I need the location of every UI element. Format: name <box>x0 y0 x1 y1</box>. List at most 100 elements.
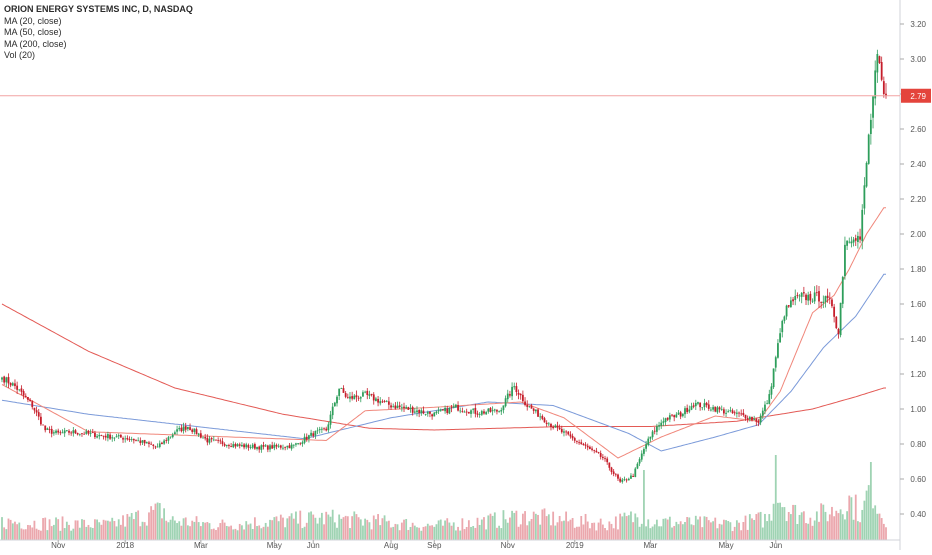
volume-bar <box>182 518 185 540</box>
volume-bar <box>608 521 611 540</box>
volume-bar <box>148 512 150 540</box>
volume-bar <box>614 516 617 540</box>
volume-bar <box>556 522 559 540</box>
chart-legend: ORION ENERGY SYSTEMS INC, D, NASDAQ MA (… <box>4 4 193 62</box>
volume-bar <box>353 511 356 540</box>
candle-body <box>390 405 392 408</box>
volume-bar <box>52 524 55 540</box>
candle-body <box>327 424 330 431</box>
candle-body <box>718 407 721 410</box>
candle-body <box>340 388 343 389</box>
volume-bar <box>27 524 29 540</box>
volume-bar <box>651 526 654 540</box>
volume-bar <box>751 518 753 540</box>
candle-body <box>152 444 155 446</box>
candle-body <box>660 422 663 426</box>
volume-bar <box>815 511 818 540</box>
candle-body <box>241 444 243 447</box>
candle-body <box>694 402 697 407</box>
candle-body <box>50 428 53 434</box>
x-tick-label: May <box>267 541 282 550</box>
volume-bar <box>3 527 6 540</box>
volume-bar <box>766 521 769 540</box>
candle-body <box>1 377 3 380</box>
volume-bar <box>543 508 546 540</box>
candle-body <box>740 413 743 415</box>
candle-body <box>204 437 207 439</box>
candle-body <box>277 445 280 447</box>
volume-bar <box>286 518 289 540</box>
volume-bar <box>699 516 702 540</box>
chart-title: ORION ENERGY SYSTEMS INC, D, NASDAQ <box>4 4 193 14</box>
candle-body <box>744 414 747 419</box>
volume-bar <box>476 517 479 540</box>
volume-bar <box>599 518 602 540</box>
volume-bar <box>107 520 109 540</box>
candle-body <box>675 414 678 418</box>
volume-bar <box>565 511 568 540</box>
candle-body <box>98 434 101 437</box>
last-price-label: 2.79 <box>910 92 926 101</box>
volume-bar <box>275 516 278 540</box>
candle-body <box>303 436 306 443</box>
candle-body <box>228 445 230 447</box>
candle-body <box>158 443 161 447</box>
volume-bar <box>707 520 710 540</box>
volume-bar <box>132 519 135 540</box>
volume-bar <box>20 528 23 540</box>
candle-body <box>524 401 526 405</box>
volume-bar <box>686 517 689 540</box>
candle-body <box>85 431 88 434</box>
candle-body <box>824 296 827 302</box>
volume-bar <box>81 519 83 540</box>
volume-bar <box>273 517 276 540</box>
candle-body <box>96 436 99 438</box>
candle-body <box>132 439 135 441</box>
legend-ma50: MA (50, close) <box>4 27 62 37</box>
volume-bar <box>161 518 163 540</box>
y-tick-label: 1.60 <box>910 300 926 309</box>
volume-bar <box>796 523 799 540</box>
volume-bar <box>844 519 846 540</box>
volume-bar <box>714 517 717 540</box>
volume-bar <box>625 516 628 540</box>
candle-body <box>33 407 36 411</box>
candle-body <box>850 241 853 244</box>
candle-body <box>297 443 300 444</box>
candle-body <box>329 414 332 425</box>
volume-bar <box>394 523 397 540</box>
volume-bar <box>11 523 14 540</box>
volume-bar <box>839 509 842 540</box>
volume-bar <box>301 528 304 540</box>
candle-body <box>865 162 868 187</box>
candle-body <box>677 412 680 415</box>
candle-body <box>621 479 624 482</box>
volume-bar <box>292 518 295 540</box>
volume-bar <box>591 522 593 540</box>
candle-body <box>511 386 513 397</box>
candle-body <box>215 439 217 441</box>
volume-bar <box>44 517 47 540</box>
candle-body <box>383 401 386 402</box>
volume-bar <box>627 515 630 540</box>
candle-body <box>699 402 702 408</box>
candle-body <box>14 383 16 387</box>
volume-bar <box>681 524 684 540</box>
candle-body <box>143 439 146 444</box>
candle-body <box>176 429 178 432</box>
volume-bar <box>854 494 857 540</box>
volume-bar <box>234 528 237 540</box>
candle-body <box>539 416 542 418</box>
volume-bar <box>744 515 747 540</box>
volume-bar <box>230 525 233 540</box>
volume-bar <box>418 527 421 540</box>
volume-bar <box>355 514 358 540</box>
volume-bar <box>828 514 831 540</box>
volume-bar <box>867 485 870 540</box>
candle-body <box>504 398 507 407</box>
volume-bar <box>403 519 405 540</box>
candle-body <box>115 436 118 438</box>
candle-body <box>225 444 228 446</box>
